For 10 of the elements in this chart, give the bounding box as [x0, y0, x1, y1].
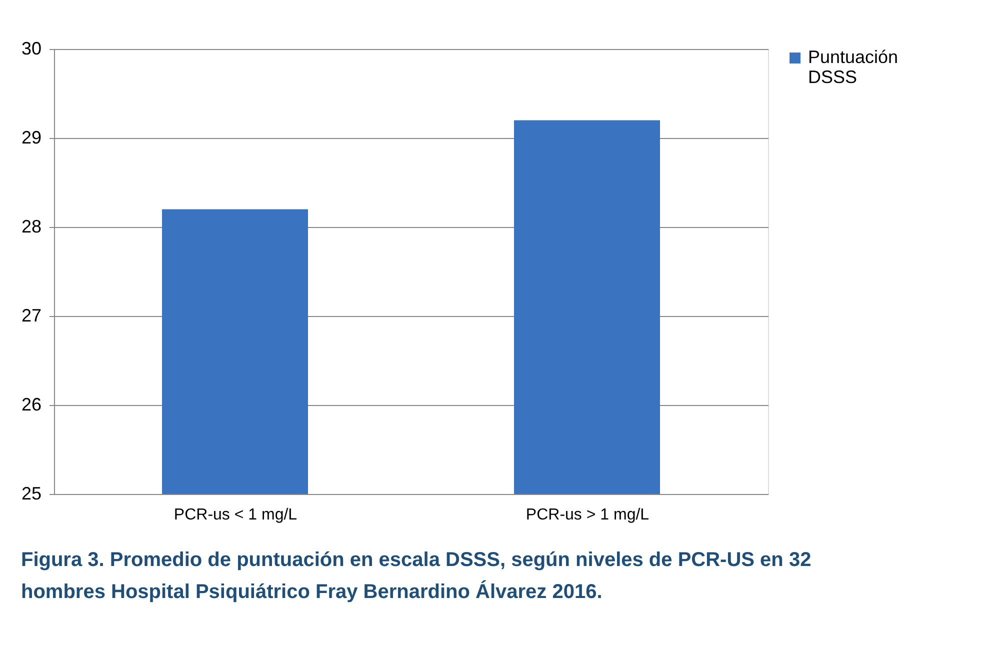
y-tick-label: 28	[21, 216, 42, 236]
y-tick-label: 30	[21, 38, 42, 58]
x-tick-label: PCR-us < 1 mg/L	[174, 506, 298, 524]
y-tick-label: 29	[21, 128, 42, 148]
y-tick-label: 26	[21, 394, 42, 414]
text: Figura 3. Promedio de puntuación en escala DSSS, según niveles de PCR-US en 32 hombres Hospital Psiquiátrico Fray Bernardino Álvarez 2016.	[20, 549, 812, 603]
y-tick-label: 25	[21, 484, 42, 504]
y-tick-label: 27	[21, 306, 42, 326]
x-tick-label: PCR-us > 1 mg/L	[526, 506, 650, 524]
legend-label: Puntuación DSSS	[808, 47, 898, 87]
